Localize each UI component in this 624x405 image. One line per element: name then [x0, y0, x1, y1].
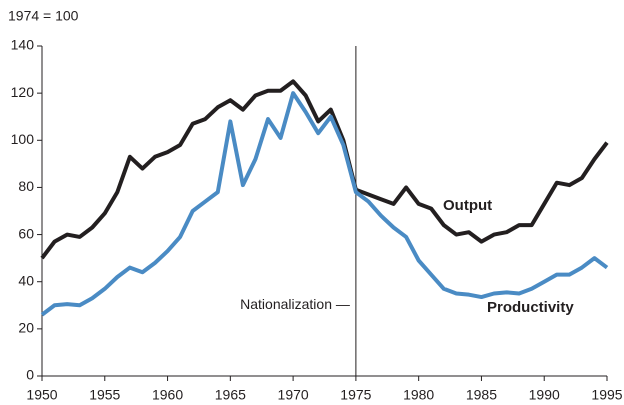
y-tick-label: 140: [11, 37, 35, 53]
x-tick-label: 1990: [529, 387, 560, 403]
series-label: Output: [443, 197, 492, 214]
x-tick-label: 1950: [26, 387, 57, 403]
y-tick-label: 0: [26, 367, 34, 383]
x-tick-label: 1985: [466, 387, 497, 403]
y-axis-label: 1974 = 100: [8, 8, 79, 24]
series-line: [40, 91, 609, 317]
x-tick-label: 1980: [403, 387, 434, 403]
y-tick-label: 60: [18, 225, 34, 241]
annotation: Nationalization —: [240, 296, 350, 312]
x-tick-label: 1970: [278, 387, 309, 403]
series-line: [40, 79, 609, 260]
x-tick-label: 1960: [152, 387, 183, 403]
x-tick-label: 1995: [591, 387, 622, 403]
series-label: Productivity: [487, 299, 574, 316]
y-tick-label: 120: [11, 84, 35, 100]
y-tick-label: 100: [11, 131, 35, 147]
x-tick-label: 1955: [89, 387, 120, 403]
y-tick-label: 40: [18, 272, 34, 288]
y-tick-label: 20: [18, 320, 34, 336]
x-tick-label: 1975: [340, 387, 371, 403]
y-tick-label: 80: [18, 178, 34, 194]
x-tick-label: 1965: [215, 387, 246, 403]
